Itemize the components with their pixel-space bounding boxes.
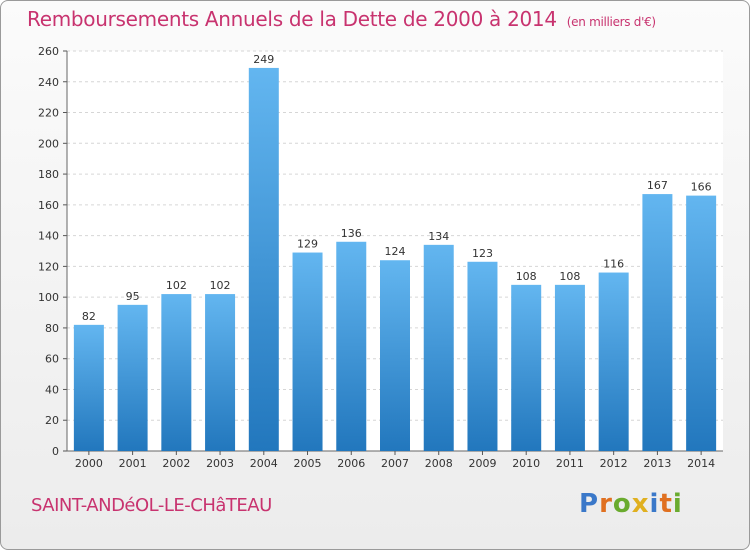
data-label: 136 (341, 227, 362, 240)
bar (292, 252, 323, 451)
data-label: 129 (297, 238, 318, 251)
data-label: 116 (603, 258, 624, 271)
logo-letter: t (659, 489, 673, 519)
y-tick-label: 260 (38, 45, 59, 58)
data-label: 167 (647, 179, 668, 192)
y-tick-label: 20 (45, 414, 59, 427)
bar (117, 304, 148, 451)
logo-letter: i (672, 489, 683, 519)
x-tick-label: 2002 (162, 457, 190, 470)
x-tick-label: 2001 (119, 457, 147, 470)
y-tick-label: 200 (38, 137, 59, 150)
bar (205, 294, 236, 451)
commune-name: SAINT-ANDéOL-LE-CHâTEAU (31, 495, 272, 516)
bar (380, 260, 410, 451)
x-tick-label: 2004 (250, 457, 278, 470)
x-tick-label: 2000 (75, 457, 103, 470)
x-tick-label: 2006 (337, 457, 365, 470)
data-label: 249 (253, 53, 274, 66)
y-tick-label: 60 (45, 353, 59, 366)
x-tick-label: 2009 (468, 457, 496, 470)
data-label: 166 (691, 181, 712, 194)
data-label: 82 (82, 310, 96, 323)
x-tick-label: 2010 (512, 457, 540, 470)
bar (554, 284, 585, 451)
data-label: 124 (385, 245, 406, 258)
bar (686, 195, 717, 451)
y-tick-label: 100 (38, 291, 59, 304)
logo-letter: i (649, 489, 660, 519)
proxiti-logo: Proxiti (579, 489, 683, 519)
data-label: 102 (210, 279, 231, 292)
data-label: 123 (472, 247, 493, 260)
x-tick-label: 2005 (294, 457, 322, 470)
data-label: 108 (516, 270, 537, 283)
bar (423, 244, 454, 451)
data-label: 108 (559, 270, 580, 283)
y-tick-label: 220 (38, 107, 59, 120)
x-tick-label: 2003 (206, 457, 234, 470)
data-label: 95 (126, 290, 140, 303)
chart-title-text: Remboursements Annuels de la Dette de 20… (27, 7, 557, 31)
y-tick-label: 180 (38, 168, 59, 181)
data-label: 134 (428, 230, 449, 243)
bar (336, 241, 367, 451)
bar (73, 324, 104, 451)
x-tick-label: 2007 (381, 457, 409, 470)
bar (161, 294, 192, 451)
y-tick-label: 160 (38, 199, 59, 212)
bar (511, 284, 542, 451)
logo-letter: P (579, 489, 600, 519)
chart-title: Remboursements Annuels de la Dette de 20… (27, 7, 656, 31)
x-tick-label: 2013 (643, 457, 671, 470)
chart-unit: (en milliers d'€) (566, 15, 656, 29)
data-label: 102 (166, 279, 187, 292)
bar (642, 194, 673, 452)
logo-letter: r (599, 489, 613, 519)
y-tick-label: 140 (38, 230, 59, 243)
bar (248, 67, 279, 451)
y-tick-label: 240 (38, 76, 59, 89)
bar (598, 272, 629, 451)
bar (467, 261, 498, 451)
logo-letter: x (631, 489, 650, 519)
y-tick-label: 120 (38, 260, 59, 273)
y-tick-label: 0 (52, 445, 59, 458)
y-tick-label: 80 (45, 322, 59, 335)
x-tick-label: 2012 (600, 457, 628, 470)
x-tick-label: 2008 (425, 457, 453, 470)
x-tick-label: 2011 (556, 457, 584, 470)
logo-letter: o (612, 489, 632, 519)
y-tick-label: 40 (45, 383, 59, 396)
x-tick-label: 2014 (687, 457, 715, 470)
